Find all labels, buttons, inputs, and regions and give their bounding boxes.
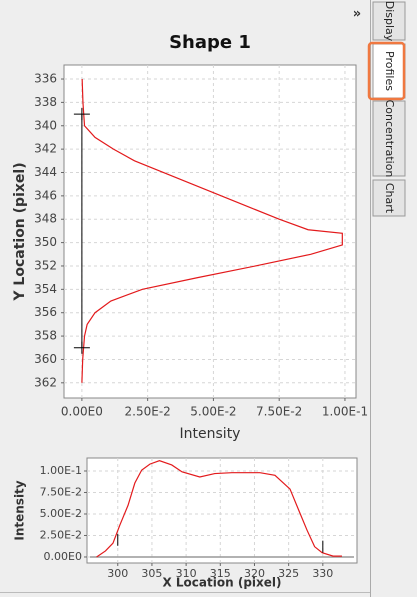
- y-tick-label: 350: [34, 235, 57, 249]
- tab-label[interactable]: Concentration: [383, 100, 396, 178]
- chart: X Location (pixel) Intensity 300 305 310 315 3…: [13, 457, 358, 590]
- profile-curve: [81, 78, 343, 383]
- y-tick-label: 0.00E0: [44, 550, 82, 563]
- y-tick-label: 5.00E-2: [40, 507, 82, 520]
- collapse-button[interactable]: »: [353, 7, 361, 22]
- tab-strip: Display Profiles Concentration Chart: [367, 1, 406, 217]
- y-tick-label: 340: [34, 118, 57, 132]
- x-tick-label: 330: [312, 567, 333, 580]
- y-tick-label: 7.50E-2: [40, 485, 82, 498]
- marker: [73, 108, 90, 121]
- y-tick-label: 2.50E-2: [40, 528, 82, 541]
- x-tick-label: 325: [278, 567, 299, 580]
- tab[interactable]: [372, 179, 406, 217]
- tab-highlight: [367, 41, 406, 101]
- chart: Shape 1 Intensity Y Location (pixel) 0.00E0…: [12, 32, 368, 442]
- y-tick-label: 352: [34, 258, 57, 272]
- y-axis-label: Intensity: [13, 480, 27, 540]
- tab-label[interactable]: Profiles: [383, 51, 396, 91]
- profile-curve: [96, 460, 342, 558]
- x-tick-label: 320: [244, 567, 265, 580]
- y-tick-label: 338: [34, 95, 57, 109]
- tab[interactable]: [372, 1, 406, 41]
- x-tick-label: 300: [107, 567, 128, 580]
- y-tick-label: 342: [34, 142, 57, 156]
- tab[interactable]: [372, 100, 406, 177]
- y-axis-label: Y Location (pixel): [12, 162, 28, 301]
- tab-label[interactable]: Chart: [383, 183, 396, 214]
- y-tick-label: 348: [34, 212, 57, 226]
- x-tick-label: 2.50E-2: [125, 405, 171, 419]
- marker: [73, 341, 90, 354]
- y-tick-label: 346: [34, 188, 57, 202]
- y-tick-label: 358: [34, 329, 57, 343]
- tab-label[interactable]: Display: [383, 1, 396, 42]
- x-tick-label: 315: [210, 567, 231, 580]
- plot-area: [63, 64, 357, 399]
- plot-area: [86, 457, 358, 564]
- y-tick-label: 356: [34, 305, 57, 319]
- x-tick-label: 7.50E-2: [256, 405, 302, 419]
- y-tick-label: 336: [34, 72, 57, 86]
- x-tick-label: 305: [141, 567, 162, 580]
- charts: Shape 1 Intensity Y Location (pixel) 0.00E0…: [12, 32, 368, 590]
- x-axis-label: Intensity: [180, 426, 241, 442]
- y-tick-label: 362: [34, 375, 57, 389]
- y-tick-label: 344: [34, 165, 57, 179]
- chart-title: Shape 1: [169, 32, 251, 53]
- x-tick-label: 5.00E-2: [190, 405, 236, 419]
- x-tick-label: 1.00E-1: [322, 405, 368, 419]
- y-tick-label: 360: [34, 352, 57, 366]
- x-axis-label: X Location (pixel): [162, 576, 281, 590]
- y-tick-label: 1.00E-1: [40, 464, 82, 477]
- x-tick-label: 0.00E0: [61, 405, 103, 419]
- x-tick-label: 310: [176, 567, 197, 580]
- y-tick-label: 354: [34, 282, 57, 296]
